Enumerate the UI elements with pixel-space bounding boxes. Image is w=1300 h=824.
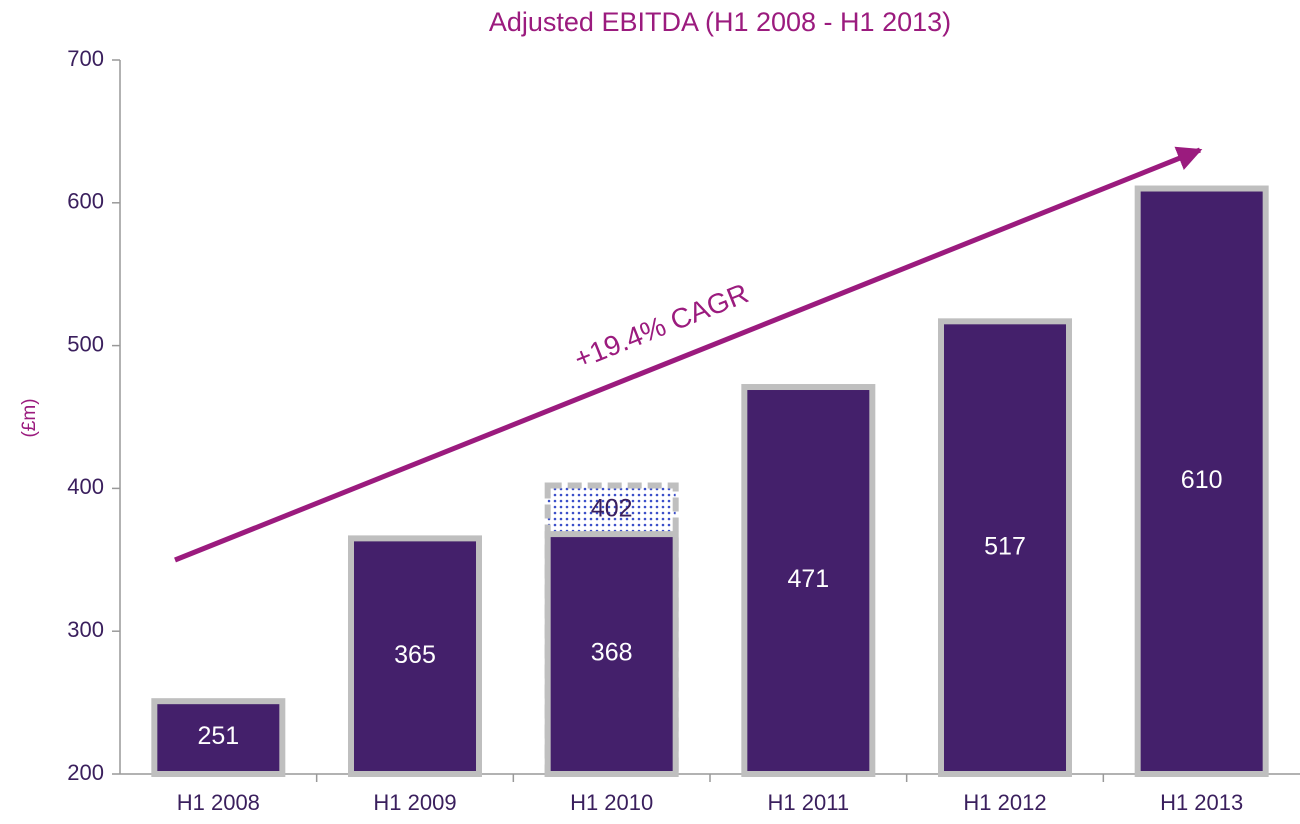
cagr-arrow [174,146,1203,563]
y-tick-label: 300 [67,617,104,642]
y-tick-label: 500 [67,331,104,356]
x-tick-label: H1 2012 [963,790,1046,815]
x-tick-label: H1 2010 [570,790,653,815]
bar [151,698,286,777]
y-tick-label: 400 [67,474,104,499]
bar [544,531,679,778]
value-label: 471 [787,565,829,593]
value-label: 368 [591,639,633,667]
value-label: 402 [591,494,633,522]
chart-title: Adjusted EBITDA (H1 2008 - H1 2013) [489,7,951,37]
bar [1134,185,1269,777]
bar [741,384,876,777]
x-tick-label: H1 2013 [1160,790,1243,815]
bar [348,535,482,777]
y-tick-label: 200 [67,760,104,785]
y-tick-label: 600 [67,189,104,214]
cagr-annotation: +19.4% CAGR [570,277,753,374]
y-tick-label: 700 [67,46,104,71]
value-label: 517 [984,532,1026,560]
bars [151,185,1269,778]
x-tick-label: H1 2008 [177,790,260,815]
value-label: 251 [197,722,239,750]
x-tick-label: H1 2011 [768,790,850,815]
value-label: 365 [394,641,436,669]
y-axis-label: (£m) [19,398,40,437]
x-tick-label: H1 2009 [373,790,456,815]
bar [938,318,1072,777]
value-label: 610 [1181,466,1223,494]
